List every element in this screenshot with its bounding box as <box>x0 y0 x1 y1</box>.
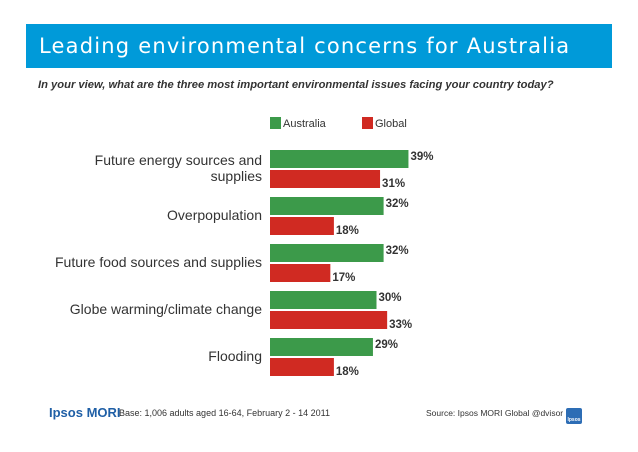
title-bar: Leading environmental concerns for Austr… <box>26 24 612 68</box>
category-label: Future energy sources and supplies <box>95 152 262 184</box>
data-label-australia: 30% <box>379 292 402 304</box>
data-label-global: 17% <box>332 272 355 284</box>
data-label-global: 33% <box>389 319 412 331</box>
data-label-australia: 32% <box>386 245 409 257</box>
bar-global <box>270 217 334 235</box>
data-label-australia: 29% <box>375 339 398 351</box>
bar-global <box>270 311 388 329</box>
category-label: Globe warming/climate change <box>70 301 262 317</box>
chart-subtitle: In your view, what are the three most im… <box>38 79 554 91</box>
category-label: Overpopulation <box>167 207 262 223</box>
data-label-global: 18% <box>336 225 359 237</box>
category-label: Future food sources and supplies <box>55 254 262 270</box>
bar-australia <box>270 244 384 262</box>
category-label: Flooding <box>208 348 262 364</box>
legend-swatch-global <box>362 117 373 129</box>
bar-global <box>270 170 381 188</box>
bar-global <box>270 358 334 376</box>
bar-australia <box>270 338 373 356</box>
ipsos-mori-logo: Ipsos MORI <box>49 405 121 420</box>
legend-label-global: Global <box>375 118 407 130</box>
data-label-global: 31% <box>382 178 405 190</box>
data-label-australia: 39% <box>410 151 433 163</box>
legend-swatch-australia <box>270 117 281 129</box>
data-label-global: 18% <box>336 366 359 378</box>
bar-australia <box>270 291 377 309</box>
source-note: Source: Ipsos MORI Global @dvisor <box>426 408 564 418</box>
data-label-australia: 32% <box>386 198 409 210</box>
ipsos-badge-icon: Ipsos <box>566 408 582 424</box>
ipsos-badge-label: Ipsos <box>567 417 581 423</box>
bar-australia <box>270 150 409 168</box>
bar-australia <box>270 197 384 215</box>
bar-global <box>270 264 331 282</box>
page-title: Leading environmental concerns for Austr… <box>39 34 571 58</box>
legend-label-australia: Australia <box>283 118 327 130</box>
base-note: Base: 1,006 adults aged 16-64, February … <box>119 408 330 418</box>
